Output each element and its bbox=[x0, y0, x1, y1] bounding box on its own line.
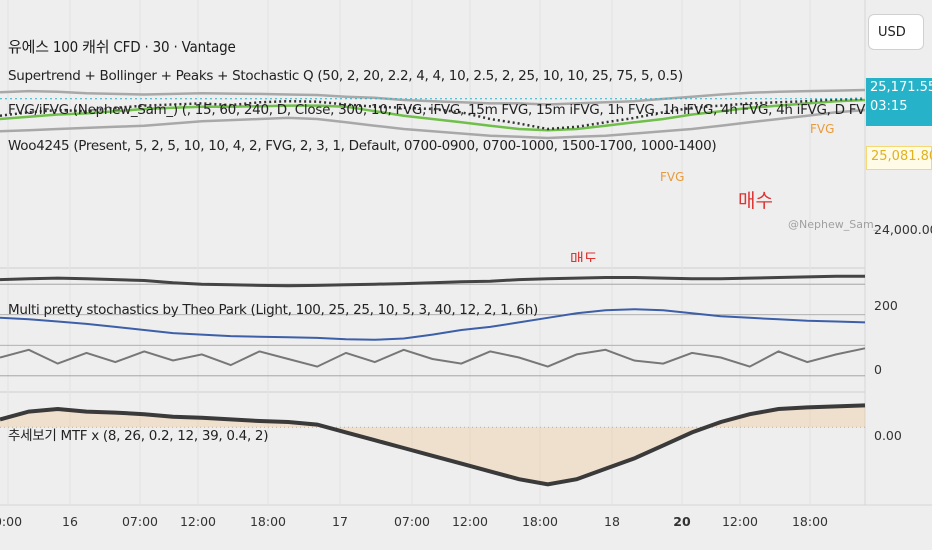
secondary-price-tag: 25,081.80 bbox=[866, 146, 932, 170]
x-tick-label: 18:00 bbox=[791, 514, 829, 529]
x-tick-label: 18 bbox=[604, 514, 620, 529]
fvg-label-2: FVG bbox=[810, 122, 835, 136]
symbol-title: 유에스 100 캐쉬 CFD · 30 · Vantage bbox=[8, 38, 236, 56]
trend-line bbox=[0, 403, 866, 487]
indicator-label-fvg[interactable]: FVG/iFVG (Nephew_Sam_) (, 15, 60, 240, D… bbox=[8, 102, 866, 118]
x-tick-label: 07:00 bbox=[121, 514, 159, 529]
stoch-y-top: 200 bbox=[874, 298, 898, 313]
countdown-value: 03:15 bbox=[870, 99, 908, 114]
signal-label-buy: 매도 bbox=[570, 250, 598, 262]
x-tick-label: 18:00 bbox=[249, 514, 287, 529]
indicator-label-trend[interactable]: 추세보기 MTF x (8, 26, 0.2, 12, 39, 0.4, 2) bbox=[8, 428, 269, 444]
x-tick-label: 16 bbox=[62, 514, 78, 529]
main-y-tick: 24,000.00 bbox=[874, 222, 932, 237]
bollinger-upper bbox=[0, 88, 866, 106]
signal-label-sell: 매수 bbox=[738, 190, 773, 212]
x-tick-label: 20 bbox=[673, 514, 691, 529]
stoch-series-1 bbox=[0, 308, 866, 341]
trend-area bbox=[0, 405, 865, 485]
x-tick-label: 0:00 bbox=[0, 514, 23, 529]
last-price-tag: 25,171.55 03:15 bbox=[866, 78, 932, 126]
watermark: @Nephew_Sam_ bbox=[788, 218, 880, 231]
last-price-value: 25,171.55 bbox=[870, 80, 932, 95]
fvg-label-1: FVG bbox=[660, 170, 685, 184]
x-tick-label: 07:00 bbox=[393, 514, 431, 529]
supertrend-line bbox=[0, 98, 866, 132]
bollinger-lower bbox=[0, 108, 866, 140]
indicator-label-supertrend[interactable]: Supertrend + Bollinger + Peaks + Stochas… bbox=[8, 68, 683, 84]
x-tick-label: 18:00 bbox=[521, 514, 559, 529]
x-tick-label: 12:00 bbox=[451, 514, 489, 529]
price-line bbox=[0, 97, 866, 131]
x-tick-label: 12:00 bbox=[721, 514, 759, 529]
currency-button[interactable]: USD bbox=[868, 14, 924, 50]
stoch-series-2 bbox=[0, 347, 866, 368]
x-tick-label: 12:00 bbox=[179, 514, 217, 529]
stoch-series-0 bbox=[0, 274, 865, 288]
stoch-y-zero: 0 bbox=[874, 362, 882, 377]
x-tick-label: 17 bbox=[332, 514, 348, 529]
indicator-label-woo[interactable]: Woo4245 (Present, 5, 2, 5, 10, 10, 4, 2,… bbox=[8, 138, 717, 154]
indicator-label-stochastic[interactable]: Multi pretty stochastics by Theo Park (L… bbox=[8, 302, 538, 318]
trend-y-zero: 0.00 bbox=[874, 428, 902, 443]
